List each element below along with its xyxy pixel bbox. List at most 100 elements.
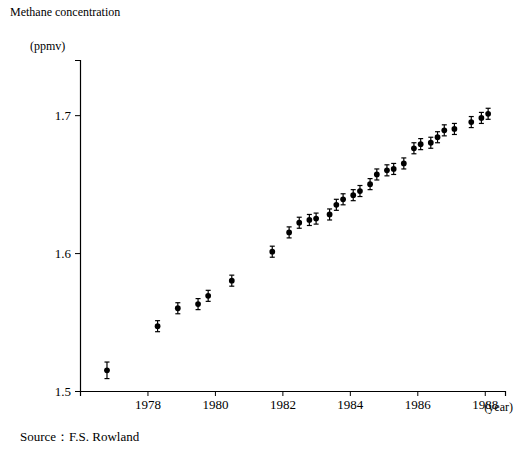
error-bar-cap bbox=[196, 298, 201, 299]
error-bar bbox=[442, 125, 447, 136]
source-note: Source：F.S. Rowland bbox=[20, 429, 140, 444]
data-point bbox=[428, 140, 434, 146]
error-bar-cap bbox=[391, 174, 396, 175]
error-bar bbox=[334, 199, 339, 210]
data-point bbox=[367, 181, 373, 187]
error-bar-cap bbox=[401, 168, 406, 169]
error-bar-cap bbox=[418, 149, 423, 150]
error-bar-cap bbox=[435, 131, 440, 132]
data-point bbox=[340, 196, 346, 202]
data-point bbox=[313, 216, 319, 222]
error-bar bbox=[104, 362, 109, 379]
error-bar-cap bbox=[196, 309, 201, 310]
error-bar-cap bbox=[175, 313, 180, 314]
error-bar-cap bbox=[351, 189, 356, 190]
error-bar-cap bbox=[314, 212, 319, 213]
error-bar-cap bbox=[307, 225, 312, 226]
chart: Methane concentration (ppmv) 1.5 1.6 1.7 1978… bbox=[0, 0, 515, 449]
error-bar-cap bbox=[384, 175, 389, 176]
data-point bbox=[391, 166, 397, 172]
error-bar-cap bbox=[442, 135, 447, 136]
data-point bbox=[401, 161, 407, 167]
error-bar bbox=[229, 275, 234, 286]
error-bar-cap bbox=[341, 193, 346, 194]
error-bar bbox=[297, 217, 302, 228]
y-tick-mark bbox=[75, 115, 80, 116]
error-bar-cap bbox=[334, 199, 339, 200]
error-bar-cap bbox=[104, 378, 109, 379]
error-bar bbox=[270, 246, 275, 257]
error-bar bbox=[411, 143, 416, 154]
error-bar-cap bbox=[341, 204, 346, 205]
x-tick-mark bbox=[350, 391, 351, 396]
x-axis-line bbox=[81, 392, 506, 397]
y-axis-line bbox=[75, 61, 81, 392]
error-bar bbox=[384, 165, 389, 176]
data-point bbox=[333, 202, 339, 208]
x-tick-label: 1986 bbox=[405, 397, 432, 412]
x-tick-label: 1978 bbox=[135, 397, 161, 412]
x-tick-label: 1980 bbox=[202, 397, 228, 412]
data-point bbox=[286, 230, 292, 236]
error-bar-cap bbox=[334, 210, 339, 211]
error-bar-cap bbox=[479, 123, 484, 124]
error-bar-cap bbox=[368, 189, 373, 190]
axis-title: Methane concentration bbox=[10, 5, 120, 19]
error-bar bbox=[351, 190, 356, 201]
data-point bbox=[374, 172, 380, 178]
error-bar bbox=[452, 123, 457, 134]
error-bar bbox=[479, 112, 484, 123]
error-bar-cap bbox=[175, 302, 180, 303]
error-bar-cap bbox=[486, 119, 491, 120]
y-tick: 1.7 bbox=[55, 108, 80, 123]
error-bar-cap bbox=[104, 361, 109, 362]
data-point bbox=[357, 188, 363, 194]
x-tick-mark bbox=[147, 391, 148, 396]
error-bar-cap bbox=[374, 179, 379, 180]
error-bar-cap bbox=[411, 142, 416, 143]
error-bar bbox=[435, 132, 440, 143]
error-bar-cap bbox=[351, 200, 356, 201]
error-bar bbox=[401, 158, 406, 169]
error-bar bbox=[469, 117, 474, 128]
axis-title: (year) bbox=[484, 400, 513, 414]
error-bar bbox=[486, 108, 491, 119]
x-tick: 1982 bbox=[270, 391, 296, 412]
x-tick-mark bbox=[485, 391, 486, 396]
error-bar bbox=[307, 214, 312, 225]
x-tick-mark bbox=[282, 391, 283, 396]
error-bar-cap bbox=[374, 168, 379, 169]
x-tick: 1984 bbox=[337, 391, 364, 412]
y-tick-label: 1.5 bbox=[55, 384, 71, 399]
error-bar-cap bbox=[206, 301, 211, 302]
error-bar-cap bbox=[155, 320, 160, 321]
error-bar-cap bbox=[287, 237, 292, 238]
y-tick-mark bbox=[75, 253, 80, 254]
error-bar-cap bbox=[391, 163, 396, 164]
axis-title: (ppmv) bbox=[30, 39, 65, 53]
error-bar bbox=[155, 321, 160, 332]
error-bar-cap bbox=[297, 228, 302, 229]
data-point bbox=[479, 115, 485, 121]
error-bar bbox=[327, 209, 332, 220]
error-bar-cap bbox=[327, 208, 332, 209]
error-bar-cap bbox=[428, 137, 433, 138]
y-tick: 1.5 bbox=[55, 384, 80, 399]
error-bar bbox=[357, 186, 362, 197]
plot-area bbox=[104, 108, 491, 378]
error-bar bbox=[368, 179, 373, 190]
error-bar-cap bbox=[469, 116, 474, 117]
y-tick-label: 1.7 bbox=[55, 108, 72, 123]
error-bar-cap bbox=[314, 224, 319, 225]
x-tick: 1980 bbox=[202, 391, 228, 412]
error-bar-cap bbox=[428, 148, 433, 149]
data-point bbox=[229, 278, 235, 284]
data-point bbox=[441, 127, 447, 133]
error-bar bbox=[341, 194, 346, 205]
error-bar-cap bbox=[442, 124, 447, 125]
error-bar-cap bbox=[411, 153, 416, 154]
error-bar-cap bbox=[452, 134, 457, 135]
error-bar-cap bbox=[270, 246, 275, 247]
y-tick-label: 1.6 bbox=[55, 246, 72, 261]
data-point bbox=[485, 111, 491, 117]
